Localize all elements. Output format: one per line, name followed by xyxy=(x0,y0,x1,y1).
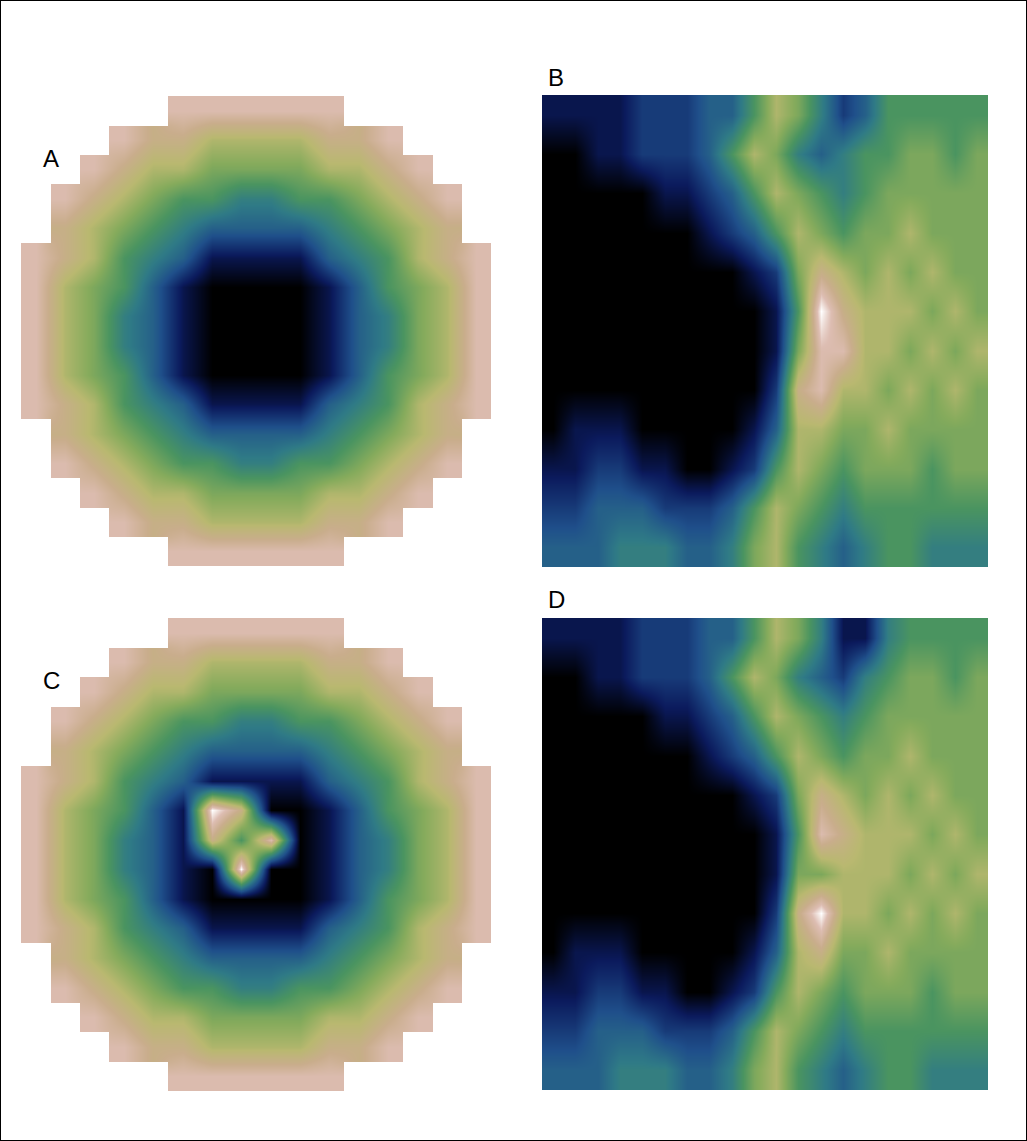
svg-text:B: B xyxy=(548,64,564,91)
svg-text:C: C xyxy=(43,667,60,694)
svg-text:D: D xyxy=(548,586,565,613)
svg-text:A: A xyxy=(43,145,59,172)
